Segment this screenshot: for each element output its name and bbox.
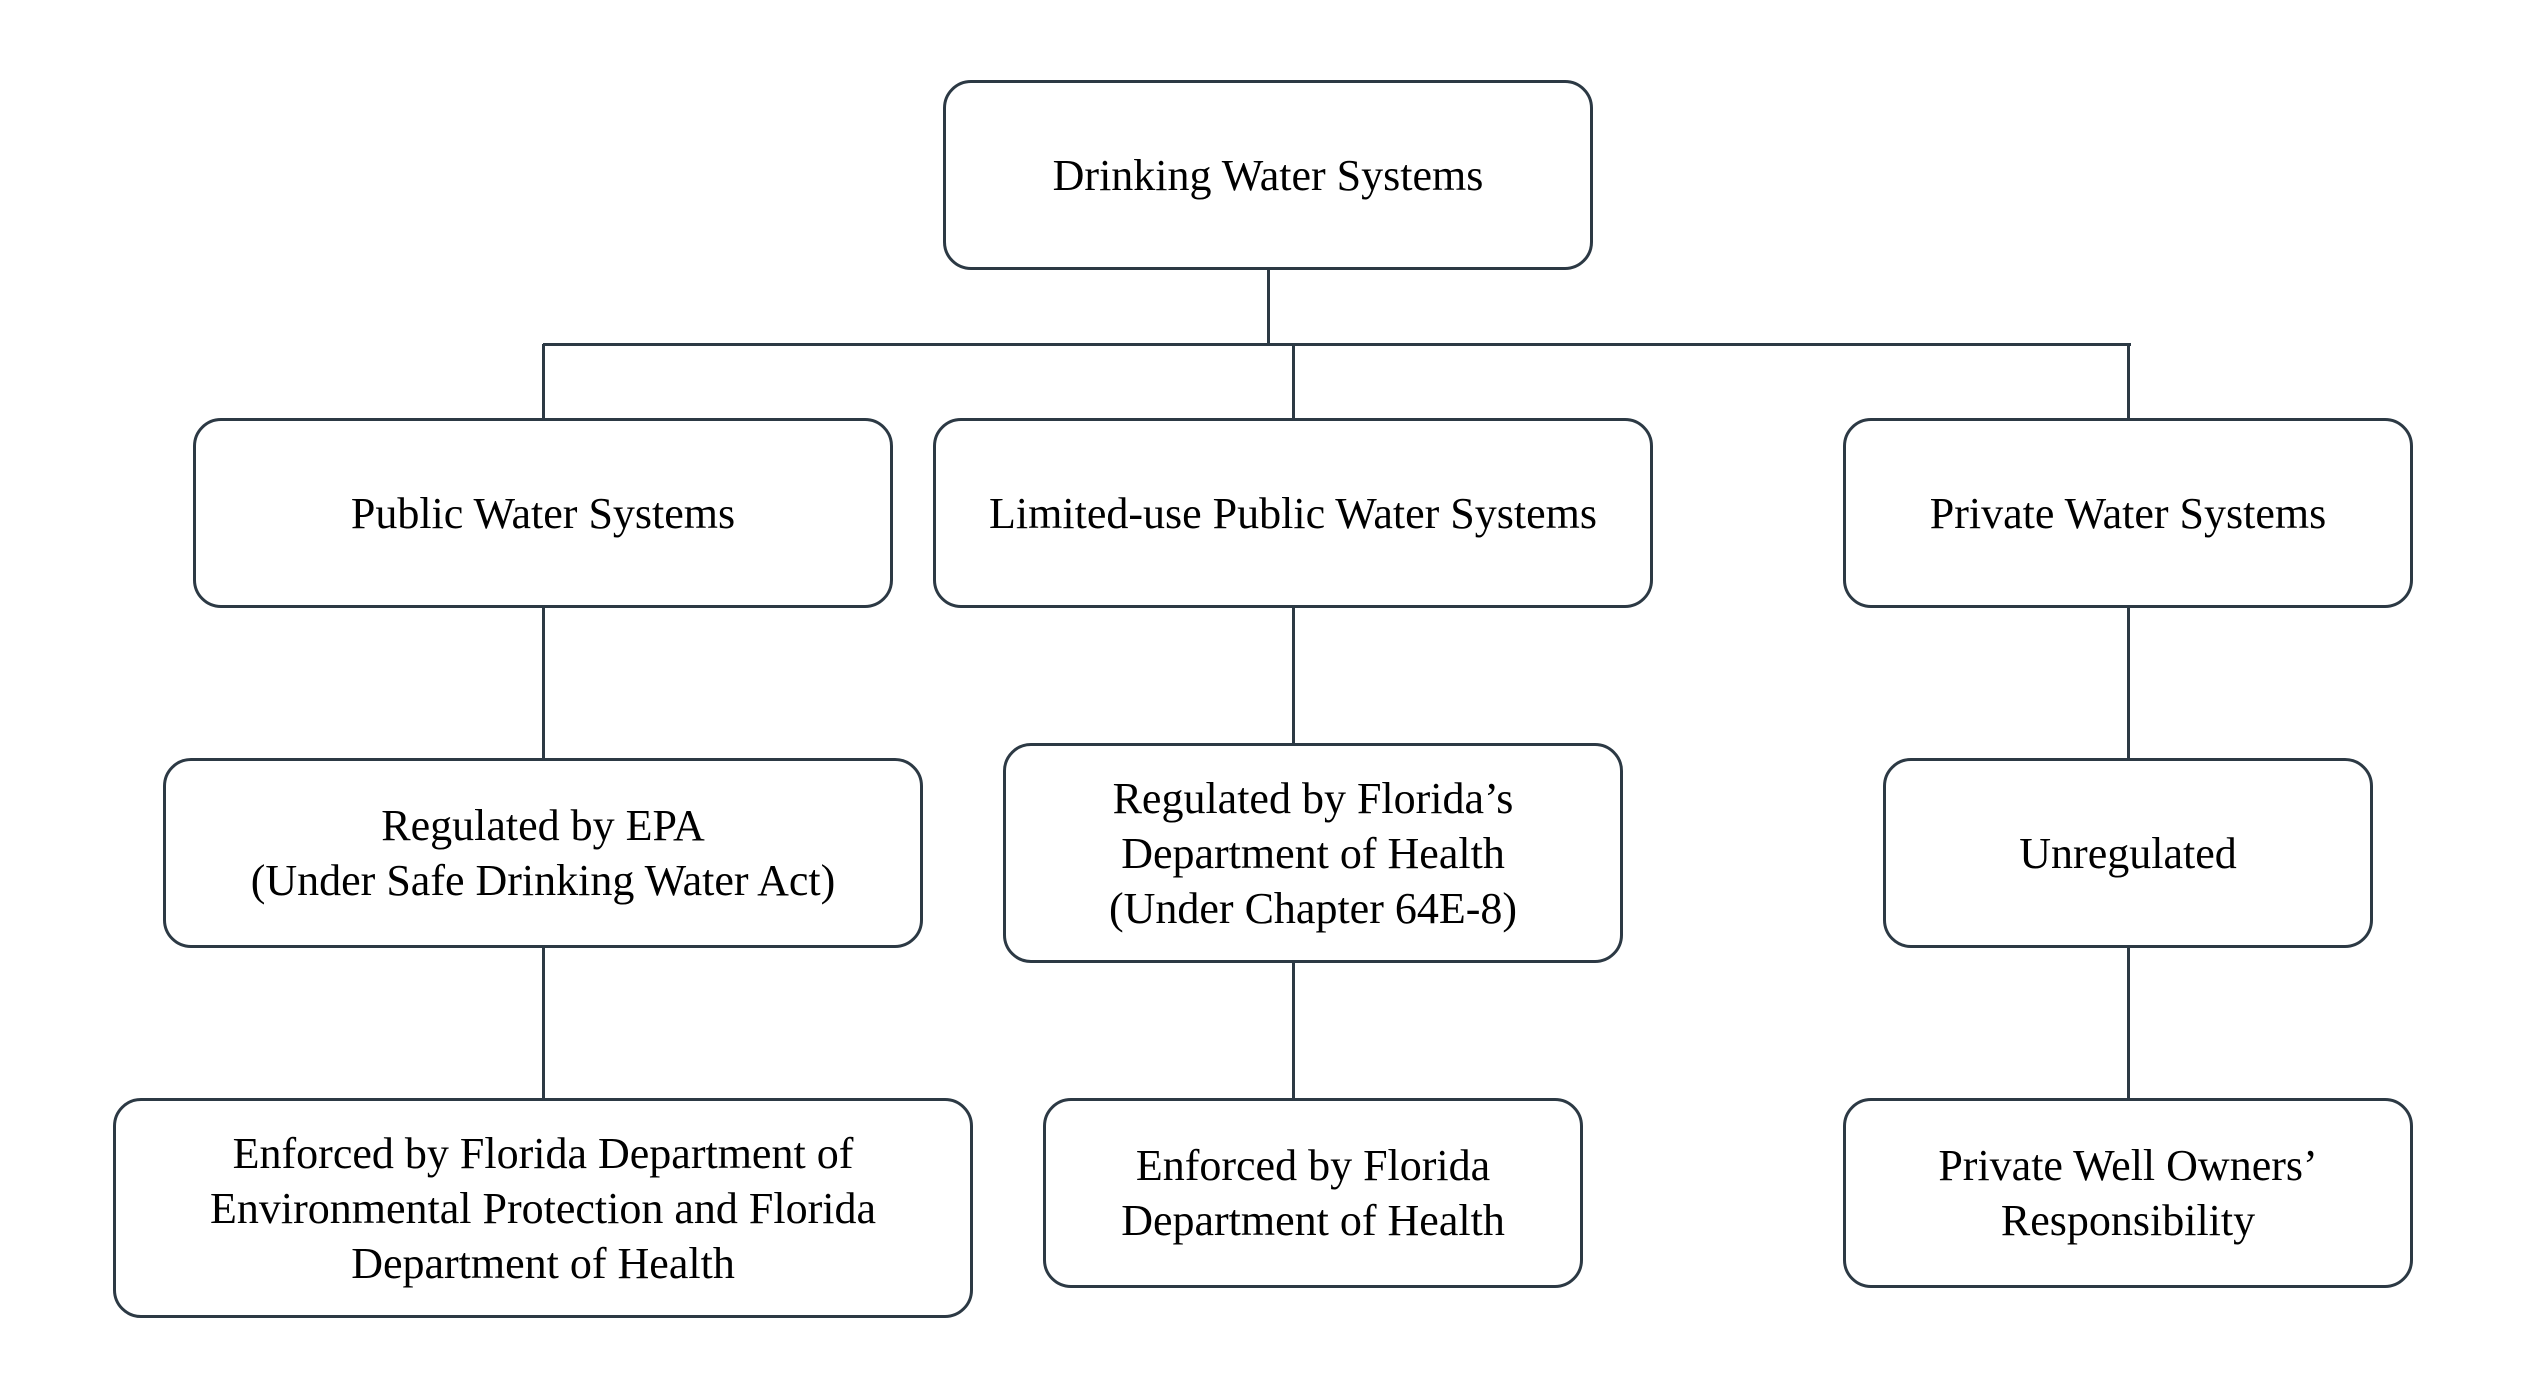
conn-col2-seg2 — [2127, 948, 2130, 1098]
conn-col2-seg1 — [2127, 608, 2130, 758]
node-private-system-label: Private Water Systems — [1930, 486, 2326, 541]
node-private-regulate: Unregulated — [1883, 758, 2373, 948]
node-public-regulate-line2: (Under Safe Drinking Water Act) — [251, 853, 836, 908]
node-public-regulate-line1: Regulated by EPA — [381, 798, 704, 853]
node-limited-enforce: Enforced by Florida Department of Health — [1043, 1098, 1583, 1288]
node-public-regulate: Regulated by EPA (Under Safe Drinking Wa… — [163, 758, 923, 948]
node-private-enforce-line1: Private Well Owners’ Responsibility — [1876, 1138, 2380, 1248]
node-private-regulate-line1: Unregulated — [2019, 826, 2236, 881]
node-private-system: Private Water Systems — [1843, 418, 2413, 608]
node-limited-regulate: Regulated by Florida’s Department of Hea… — [1003, 743, 1623, 963]
node-limited-regulate-line2: (Under Chapter 64E-8) — [1109, 881, 1517, 936]
node-limited-system: Limited-use Public Water Systems — [933, 418, 1653, 608]
node-limited-regulate-line1: Regulated by Florida’s Department of Hea… — [1036, 771, 1590, 881]
conn-col1-seg2 — [1292, 963, 1295, 1098]
node-private-enforce: Private Well Owners’ Responsibility — [1843, 1098, 2413, 1288]
conn-root-stem — [1267, 270, 1270, 344]
conn-bus-to-col2 — [2127, 344, 2130, 418]
node-public-system: Public Water Systems — [193, 418, 893, 608]
node-root-label: Drinking Water Systems — [1053, 148, 1484, 203]
conn-bus-to-col1 — [1292, 344, 1295, 418]
node-limited-system-label: Limited-use Public Water Systems — [989, 486, 1597, 541]
conn-col0-seg2 — [542, 948, 545, 1098]
node-public-system-label: Public Water Systems — [351, 486, 735, 541]
conn-bus-to-col0 — [542, 344, 545, 418]
node-public-enforce-line1: Enforced by Florida Department of Enviro… — [146, 1126, 940, 1291]
node-public-enforce: Enforced by Florida Department of Enviro… — [113, 1098, 973, 1318]
node-root: Drinking Water Systems — [943, 80, 1593, 270]
conn-col0-seg1 — [542, 608, 545, 758]
conn-col1-seg1 — [1292, 608, 1295, 743]
node-limited-enforce-line1: Enforced by Florida Department of Health — [1076, 1138, 1550, 1248]
conn-bus-horizontal — [543, 343, 2131, 346]
